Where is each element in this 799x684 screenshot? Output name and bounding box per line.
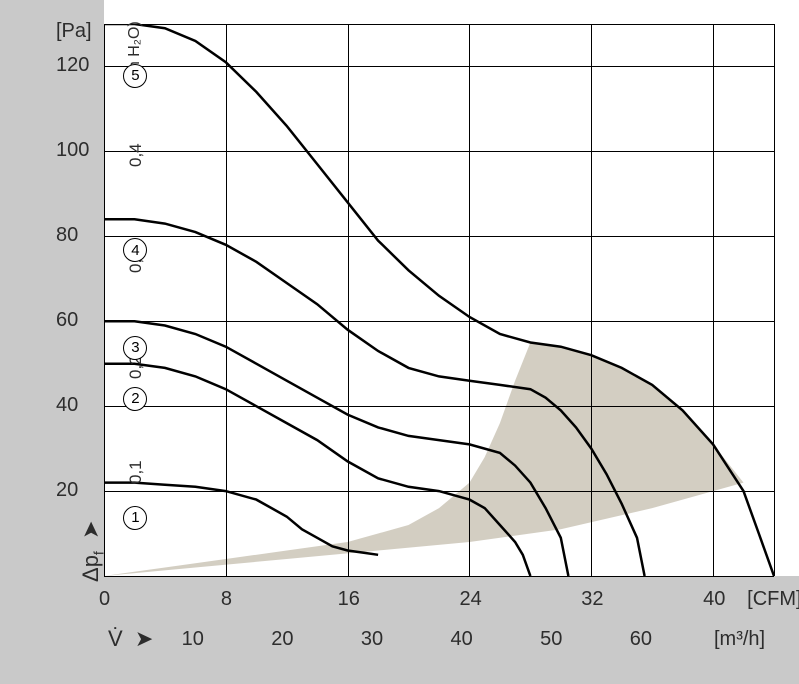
y-primary-unit: [Pa] <box>56 20 92 43</box>
plot-area <box>104 24 774 576</box>
gridline-horizontal <box>104 24 774 25</box>
gridline-vertical <box>226 24 227 576</box>
x-m3h-tick-label: 50 <box>540 628 562 651</box>
y-tick-label: 40 <box>56 394 78 417</box>
x-cfm-unit: [CFM] <box>747 588 799 611</box>
curves-svg <box>104 24 774 576</box>
gridline-vertical <box>591 24 592 576</box>
y-secondary-tick-label: 0,4 <box>126 143 146 167</box>
y-secondary-tick-label: 0,1 <box>126 461 146 485</box>
gridline-vertical <box>348 24 349 576</box>
y-tick-label: 120 <box>56 54 89 77</box>
curve-badge-3: 3 <box>123 336 147 360</box>
y-tick-label: 60 <box>56 309 78 332</box>
curve-badge-1: 1 <box>123 506 147 530</box>
gridline-vertical <box>774 24 775 576</box>
x-axis-symbol: V̇ ➤ <box>108 626 153 652</box>
chart-frame: 20406080100120[Pa](in H₂O)0,10,20,30,408… <box>0 0 799 684</box>
x-m3h-tick-label: 40 <box>450 628 472 651</box>
x-cfm-tick-label: 24 <box>459 588 481 611</box>
x-cfm-tick-label: 8 <box>221 588 232 611</box>
x-cfm-tick-label: 32 <box>581 588 603 611</box>
curve-badge-2: 2 <box>123 387 147 411</box>
x-m3h-tick-label: 10 <box>182 628 204 651</box>
gridline-horizontal <box>104 406 774 407</box>
gridline-vertical <box>104 24 105 576</box>
gridline-horizontal <box>104 236 774 237</box>
x-cfm-tick-label: 16 <box>338 588 360 611</box>
y-axis-symbol: Δpf ➤ <box>78 521 106 583</box>
x-cfm-tick-label: 0 <box>99 588 110 611</box>
gridline-horizontal <box>104 66 774 67</box>
gridline-horizontal <box>104 491 774 492</box>
curve-2 <box>104 364 530 576</box>
y-tick-label: 80 <box>56 224 78 247</box>
x-m3h-tick-label: 30 <box>361 628 383 651</box>
gridline-vertical <box>713 24 714 576</box>
gridline-vertical <box>469 24 470 576</box>
x-cfm-tick-label: 40 <box>703 588 725 611</box>
x-m3h-tick-label: 20 <box>271 628 293 651</box>
x-m3h-tick-label: 60 <box>630 628 652 651</box>
y-tick-label: 20 <box>56 479 78 502</box>
y-tick-label: 100 <box>56 139 89 162</box>
gridline-horizontal <box>104 151 774 152</box>
gridline-horizontal <box>104 321 774 322</box>
x-m3h-unit: [m³/h] <box>714 628 765 651</box>
gridline-horizontal <box>104 576 774 577</box>
